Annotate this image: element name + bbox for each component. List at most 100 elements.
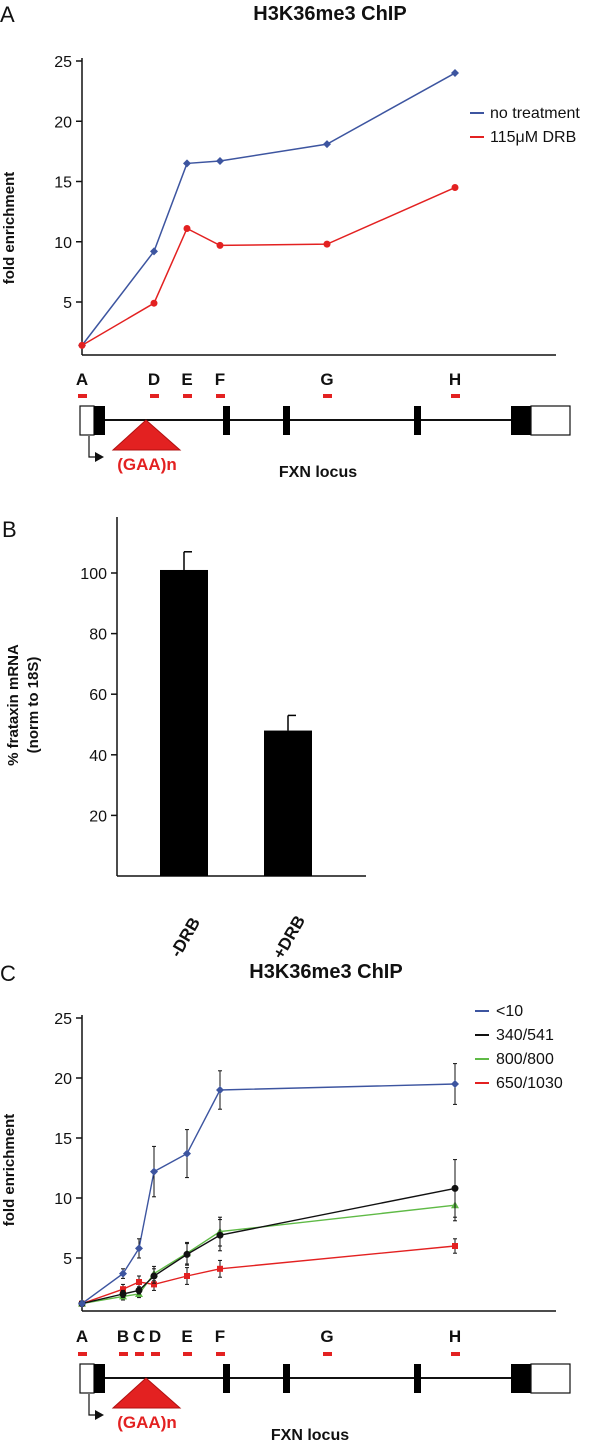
- legend-label-340-541: 340/541: [496, 1027, 554, 1044]
- data-point-340-541: [451, 1184, 459, 1192]
- gaa-repeat-triangle: [111, 419, 182, 451]
- data-point-340-541: [150, 1272, 158, 1280]
- site-label-f: F: [215, 370, 225, 389]
- data-point-340-541: [119, 1290, 127, 1298]
- panel-b-y-tick-label: 20: [89, 808, 107, 825]
- exon-4: [414, 406, 421, 435]
- data-point-115-m-drb: [150, 299, 158, 307]
- bar-drb: [264, 730, 312, 876]
- panel-c-y-tick-label: 5: [63, 1251, 72, 1268]
- exon-3: [283, 1364, 290, 1393]
- panel-a-y-axis-title: fold enrichment: [1, 172, 18, 285]
- site-marker: [183, 1352, 192, 1356]
- data-point-650-1030: [136, 1279, 142, 1285]
- panel-b: B % frataxin mRNA (norm to 18S) 20 40 60 80…: [2, 517, 366, 962]
- panel-a-y-ticks: 5 10 15 20 25: [54, 54, 82, 312]
- panel-c-y-tick-label: 15: [54, 1131, 72, 1148]
- site-marker: [151, 1352, 160, 1356]
- site-label-f: F: [215, 1327, 225, 1346]
- panel-c-y-tick-label: 10: [54, 1191, 72, 1208]
- exon-1: [94, 1364, 105, 1393]
- panel-letter-a: A: [0, 2, 15, 27]
- panel-a-y-tick-label: 5: [63, 295, 72, 312]
- gaa-label: (GAA)n: [117, 455, 176, 474]
- site-marker: [78, 1352, 87, 1356]
- site-label-h: H: [449, 370, 461, 389]
- panel-a-site-markers: [78, 394, 460, 398]
- series-line-10: [81, 1083, 456, 1305]
- site-marker: [216, 1352, 225, 1356]
- site-marker: [216, 394, 225, 398]
- site-marker: [323, 1352, 332, 1356]
- data-point-650-1030: [452, 1243, 458, 1249]
- panel-b-y-tick-label: 100: [80, 566, 107, 583]
- bar-drb: [160, 569, 208, 876]
- panel-b-y-tick-label: 40: [89, 748, 107, 765]
- site-label-e: E: [181, 1327, 192, 1346]
- panel-a-gene-diagram: (GAA)n FXN locus: [79, 405, 571, 481]
- panel-a-legend: no treatment 115μM DRB: [470, 105, 580, 146]
- gaa-label: (GAA)n: [117, 1413, 176, 1432]
- data-point-650-1030: [184, 1273, 190, 1279]
- site-marker: [451, 394, 460, 398]
- data-point-no-treatment: [323, 140, 331, 149]
- exon-4: [414, 1364, 421, 1393]
- data-point-10: [78, 1299, 86, 1308]
- panel-letter-c: C: [0, 961, 16, 986]
- panel-b-y-ticks: 20 40 60 80 100: [80, 566, 117, 825]
- panel-letter-b: B: [2, 517, 17, 542]
- exon-2: [223, 406, 230, 435]
- panel-c-site-markers: [78, 1352, 460, 1356]
- panel-c-title: H3K36me3 ChIP: [249, 961, 402, 983]
- panel-c-y-ticks: 5 10 15 20 25: [54, 1011, 82, 1268]
- site-label-b: B: [117, 1327, 129, 1346]
- bar-label-drb: -DRB: [166, 914, 204, 960]
- exon-utr-left: [79, 1363, 95, 1394]
- data-point-no-treatment: [150, 247, 158, 256]
- data-point-340-541: [183, 1250, 191, 1258]
- panel-b-y-tick-label: 80: [89, 627, 107, 644]
- exon-3: [283, 406, 290, 435]
- tss-arrow: [88, 436, 97, 458]
- bar-label-drb: +DRB: [269, 912, 309, 962]
- data-point-650-1030: [151, 1281, 157, 1288]
- exon-utr-right: [530, 405, 571, 436]
- panel-a: A H3K36me3 ChIP fold enrichment 5 10 15 20 2…: [0, 2, 580, 481]
- site-label-d: D: [149, 1327, 161, 1346]
- data-point-no-treatment: [451, 69, 459, 78]
- site-label-a: A: [76, 370, 88, 389]
- panel-c-gene-diagram: (GAA)n FXN locus: [79, 1363, 571, 1444]
- legend-label-800-800: 800/800: [496, 1051, 554, 1068]
- panel-c-y-tick-label: 20: [54, 1071, 72, 1088]
- panel-a-y-tick-label: 15: [54, 175, 72, 192]
- data-point-10: [216, 1086, 224, 1094]
- data-point-115-m-drb: [323, 240, 331, 248]
- data-point-115-m-drb: [451, 184, 459, 192]
- data-point-10: [135, 1244, 143, 1253]
- panel-a-site-labels: A D E F G H: [76, 370, 461, 389]
- exon-1: [94, 406, 105, 435]
- series-line-no-treatment: [81, 72, 456, 346]
- exon-utr-right: [530, 1363, 571, 1394]
- panel-c-site-labels: A B C D E F G H: [76, 1327, 461, 1346]
- data-point-650-1030: [120, 1286, 126, 1293]
- data-point-no-treatment: [183, 159, 191, 168]
- gaa-repeat-triangle: [111, 1377, 182, 1409]
- site-label-h: H: [449, 1327, 461, 1346]
- site-label-e: E: [181, 370, 192, 389]
- panel-c-legend: <10 340/541 800/800 650/1030: [475, 1003, 563, 1092]
- panel-b-y-axis-title-line1: % frataxin mRNA: [5, 644, 22, 766]
- data-point-115-m-drb: [78, 341, 86, 349]
- panel-a-y-tick-label: 20: [54, 114, 72, 131]
- panel-a-y-tick-label: 10: [54, 235, 72, 252]
- site-marker: [183, 394, 192, 398]
- panel-a-series: [78, 69, 459, 350]
- site-label-g: G: [320, 370, 333, 389]
- data-point-10: [451, 1080, 459, 1088]
- legend-label-650-1030: 650/1030: [496, 1075, 563, 1092]
- data-point-10: [183, 1149, 191, 1158]
- panel-a-y-tick-label: 25: [54, 54, 72, 71]
- panel-b-y-tick-label: 60: [89, 687, 107, 704]
- data-point-115-m-drb: [216, 241, 224, 249]
